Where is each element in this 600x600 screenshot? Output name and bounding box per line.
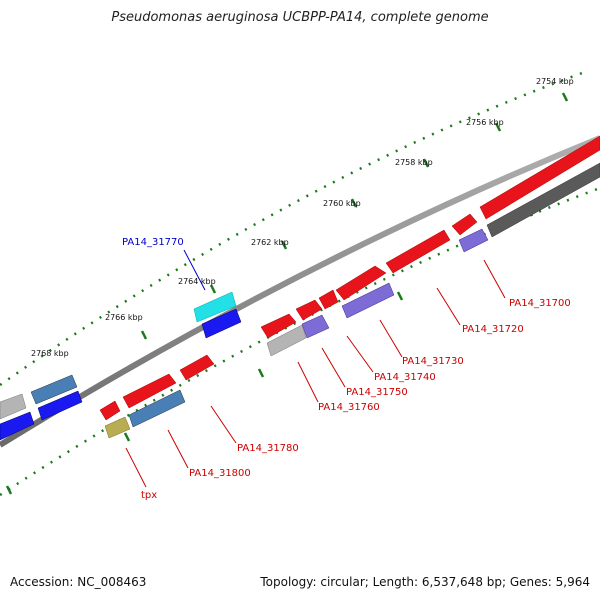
- gene-violet-inner-3[interactable]: [301, 314, 330, 339]
- tick-label-2764: 2764 kbp: [178, 277, 216, 286]
- gene-red-outer-2[interactable]: [451, 213, 478, 236]
- leader-pa14-31720: [436, 287, 461, 326]
- gene-red-outer-5[interactable]: [318, 289, 339, 310]
- gene-red-outer-1[interactable]: [479, 135, 600, 220]
- label-pa14-31740[interactable]: PA14_31740: [374, 372, 436, 383]
- label-pa14-31800[interactable]: PA14_31800: [189, 468, 251, 479]
- gene-red-outer-7[interactable]: [260, 313, 297, 339]
- gene-blue-outer-2[interactable]: [37, 390, 83, 421]
- leader-pa14-31800: [167, 429, 189, 469]
- gene-red-outer-4[interactable]: [335, 265, 387, 301]
- label-pa14-31720[interactable]: PA14_31720: [462, 324, 524, 335]
- leader-pa14-31700: [483, 259, 506, 299]
- gene-violet-inner-1[interactable]: [458, 228, 489, 253]
- leader-pa14-31770: [183, 249, 206, 291]
- label-leaders: [125, 249, 506, 488]
- label-pa14-31760[interactable]: PA14_31760: [318, 402, 380, 413]
- accession-text: Accession: NC_008463: [10, 575, 147, 589]
- label-pa14-31700[interactable]: PA14_31700: [509, 298, 571, 309]
- tick-label-2768: 2768 kbp: [31, 349, 69, 358]
- outer-ruler-arc: [0, 70, 586, 387]
- gene-violet-inner-2[interactable]: [341, 282, 395, 319]
- gene-dark-inner-1[interactable]: [486, 162, 600, 238]
- leader-pa14-31750: [321, 347, 346, 388]
- gene-red-outer-6[interactable]: [295, 299, 323, 321]
- label-pa14-31780[interactable]: PA14_31780: [237, 443, 299, 454]
- inner-ruler-arc: [0, 186, 600, 497]
- gene-steel-inner-1[interactable]: [128, 389, 186, 428]
- gene-gray-inner-1[interactable]: [266, 324, 307, 357]
- label-pa14-31770[interactable]: PA14_31770: [122, 237, 184, 248]
- gene-red-outer-3[interactable]: [385, 229, 451, 274]
- label-tpx[interactable]: tpx: [141, 490, 157, 501]
- tick-label-2754: 2754 kbp: [536, 77, 574, 86]
- gene-olive-inner-1[interactable]: [104, 416, 131, 439]
- genome-title: Pseudomonas aeruginosa UCBPP-PA14, compl…: [111, 10, 489, 25]
- gene-blue-outer-1[interactable]: [201, 308, 242, 339]
- tick-label-2766: 2766 kbp: [105, 313, 143, 322]
- leader-pa14-31780: [210, 405, 237, 444]
- genome-backbone: [0, 135, 600, 448]
- gene-steel-outer-1[interactable]: [30, 374, 78, 405]
- tick-label-2758: 2758 kbp: [395, 158, 433, 167]
- leader-pa14-31740: [346, 335, 374, 373]
- tick-label-2760: 2760 kbp: [323, 199, 361, 208]
- label-pa14-31750[interactable]: PA14_31750: [346, 387, 408, 398]
- leader-tpx: [125, 447, 147, 488]
- topology-text: Topology: circular; Length: 6,537,648 bp…: [260, 575, 590, 589]
- gene-red-outer-8[interactable]: [179, 354, 215, 381]
- gene-red-outer-10[interactable]: [99, 400, 121, 421]
- leader-pa14-31730: [379, 319, 403, 358]
- gene-cyan-pa14-31770[interactable]: [193, 291, 237, 323]
- gene-blue-outer-3[interactable]: [0, 411, 35, 441]
- gene-gray-outer-1[interactable]: [0, 393, 27, 420]
- tick-label-2756: 2756 kbp: [466, 118, 504, 127]
- tick-label-2762: 2762 kbp: [251, 238, 289, 247]
- gene-red-outer-9[interactable]: [122, 373, 177, 409]
- label-pa14-31730[interactable]: PA14_31730: [402, 356, 464, 367]
- leader-pa14-31760: [297, 361, 319, 403]
